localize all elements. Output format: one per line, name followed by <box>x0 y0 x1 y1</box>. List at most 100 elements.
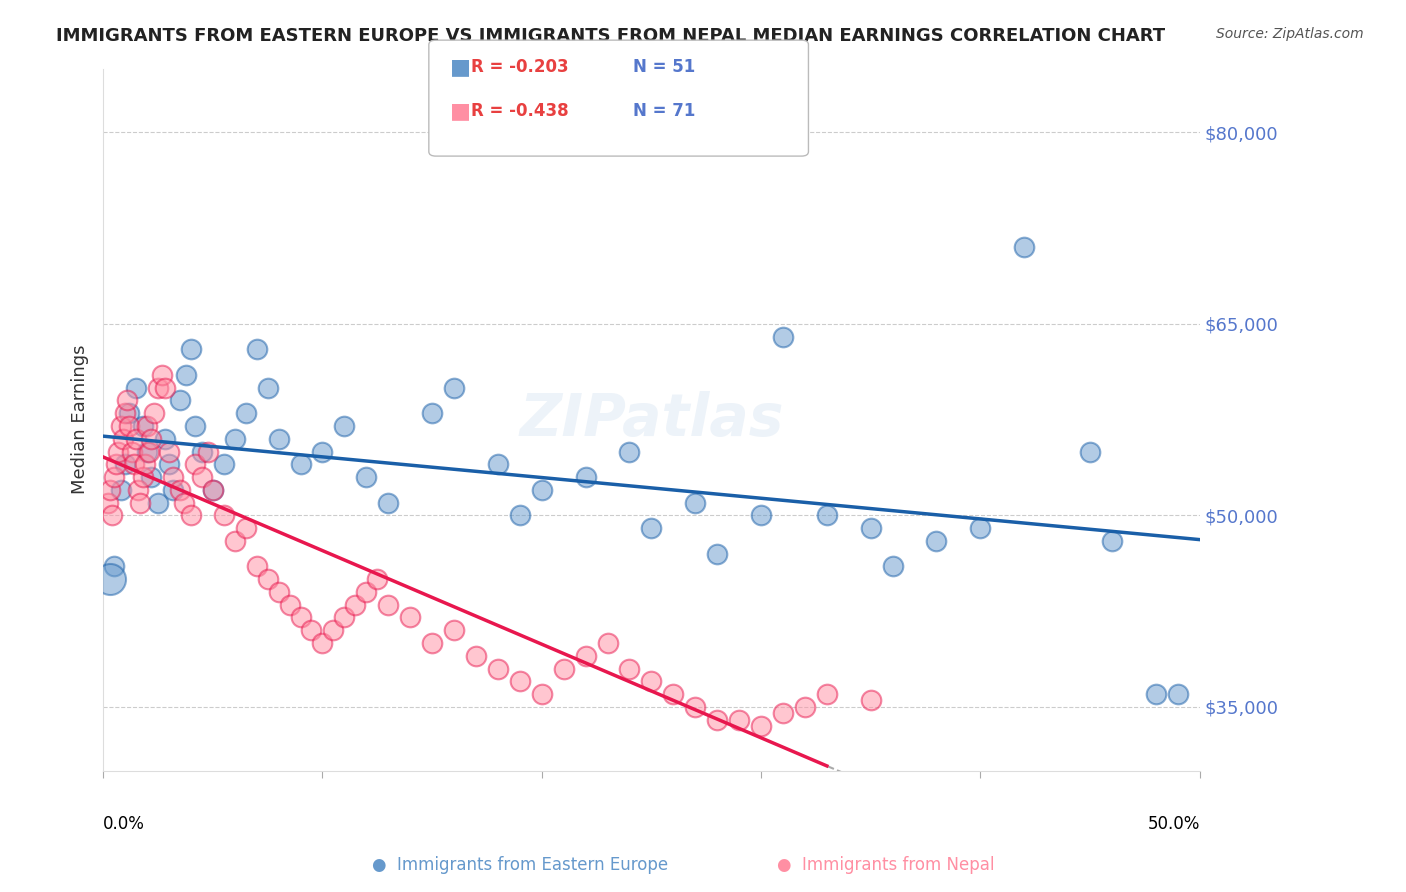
Text: ●  Immigrants from Nepal: ● Immigrants from Nepal <box>778 856 994 874</box>
Point <box>662 687 685 701</box>
Text: ■: ■ <box>450 57 471 77</box>
Point <box>107 444 129 458</box>
Point <box>98 572 121 586</box>
Point <box>728 713 751 727</box>
Point <box>224 432 246 446</box>
Point <box>118 406 141 420</box>
Text: R = -0.438: R = -0.438 <box>471 103 568 120</box>
Point <box>246 559 269 574</box>
Point <box>420 406 443 420</box>
Point <box>366 572 388 586</box>
Point <box>640 674 662 689</box>
Point <box>443 624 465 638</box>
Point <box>162 483 184 497</box>
Point <box>129 495 152 509</box>
Point <box>322 624 344 638</box>
Point <box>420 636 443 650</box>
Point <box>136 444 159 458</box>
Point <box>134 458 156 472</box>
Point <box>157 444 180 458</box>
Point <box>105 458 128 472</box>
Point <box>153 381 176 395</box>
Point <box>212 458 235 472</box>
Point <box>212 508 235 523</box>
Text: ●  Immigrants from Eastern Europe: ● Immigrants from Eastern Europe <box>373 856 668 874</box>
Point <box>235 406 257 420</box>
Point <box>859 521 882 535</box>
Text: IMMIGRANTS FROM EASTERN EUROPE VS IMMIGRANTS FROM NEPAL MEDIAN EARNINGS CORRELAT: IMMIGRANTS FROM EASTERN EUROPE VS IMMIGR… <box>56 27 1166 45</box>
Point <box>142 406 165 420</box>
Point <box>103 559 125 574</box>
Point <box>882 559 904 574</box>
Point <box>530 687 553 701</box>
Text: 50.0%: 50.0% <box>1147 815 1199 833</box>
Point <box>127 483 149 497</box>
Point <box>224 533 246 548</box>
Point <box>311 636 333 650</box>
Point <box>969 521 991 535</box>
Point <box>184 419 207 434</box>
Point <box>465 648 488 663</box>
Point <box>377 495 399 509</box>
Point <box>121 444 143 458</box>
Point <box>815 687 838 701</box>
Point <box>683 699 706 714</box>
Point <box>146 495 169 509</box>
Point <box>1144 687 1167 701</box>
Point <box>110 419 132 434</box>
Point <box>749 508 772 523</box>
Point <box>301 624 323 638</box>
Point <box>191 444 214 458</box>
Point <box>683 495 706 509</box>
Point <box>111 432 134 446</box>
Point <box>131 419 153 434</box>
Point <box>925 533 948 548</box>
Point <box>150 368 173 382</box>
Point <box>118 419 141 434</box>
Point <box>138 444 160 458</box>
Point <box>114 406 136 420</box>
Text: N = 71: N = 71 <box>633 103 695 120</box>
Point <box>201 483 224 497</box>
Point <box>197 444 219 458</box>
Point <box>1012 240 1035 254</box>
Point <box>110 483 132 497</box>
Point <box>117 393 139 408</box>
Text: 0.0%: 0.0% <box>103 815 145 833</box>
Point <box>201 483 224 497</box>
Point <box>122 458 145 472</box>
Point <box>377 598 399 612</box>
Point <box>1167 687 1189 701</box>
Point <box>486 458 509 472</box>
Point <box>267 432 290 446</box>
Point <box>530 483 553 497</box>
Text: Source: ZipAtlas.com: Source: ZipAtlas.com <box>1216 27 1364 41</box>
Point <box>191 470 214 484</box>
Point <box>290 610 312 624</box>
Point <box>706 547 728 561</box>
Point <box>103 470 125 484</box>
Point <box>575 470 598 484</box>
Point <box>443 381 465 395</box>
Point <box>356 585 378 599</box>
Point <box>619 662 641 676</box>
Point <box>619 444 641 458</box>
Point <box>1078 444 1101 458</box>
Point <box>859 693 882 707</box>
Point <box>146 381 169 395</box>
Point <box>180 508 202 523</box>
Point <box>596 636 619 650</box>
Point <box>356 470 378 484</box>
Point <box>162 470 184 484</box>
Text: R = -0.203: R = -0.203 <box>471 58 568 76</box>
Point <box>96 495 118 509</box>
Point <box>553 662 575 676</box>
Point <box>98 483 121 497</box>
Point <box>575 648 598 663</box>
Point <box>706 713 728 727</box>
Point <box>486 662 509 676</box>
Point <box>256 572 278 586</box>
Text: N = 51: N = 51 <box>633 58 695 76</box>
Y-axis label: Median Earnings: Median Earnings <box>72 345 89 494</box>
Point <box>290 458 312 472</box>
